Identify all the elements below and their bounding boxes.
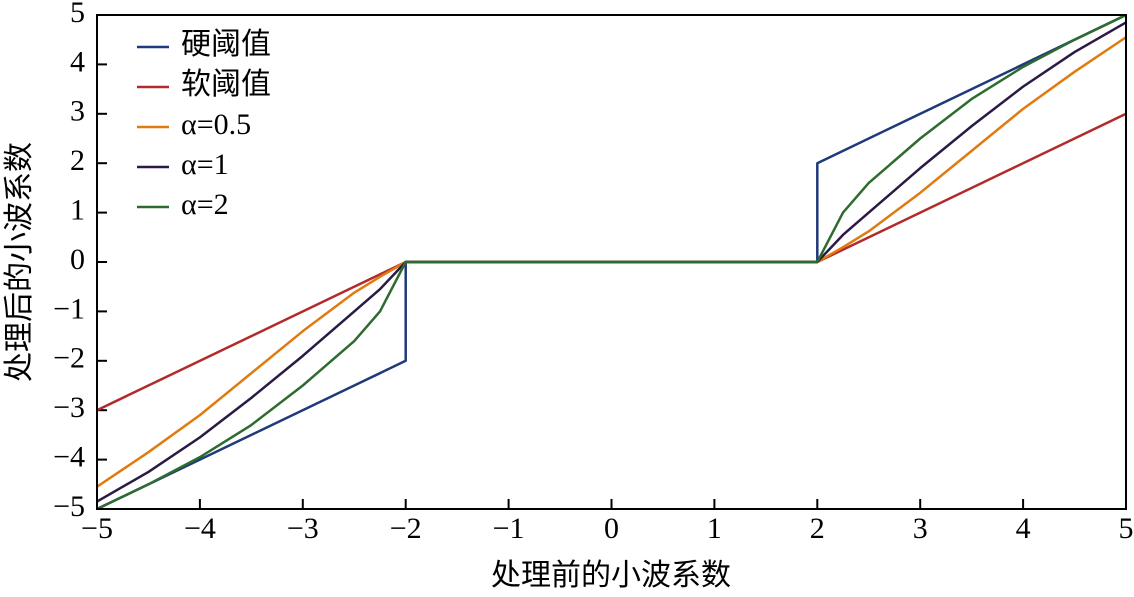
y-tick-label: 1 — [70, 193, 85, 226]
y-tick-label: 5 — [70, 0, 85, 29]
y-tick-label: −3 — [53, 391, 85, 424]
series-line — [96, 13, 1127, 511]
x-tick-label: 1 — [707, 512, 722, 545]
y-tick-label: 2 — [70, 144, 85, 177]
y-tick-label: −2 — [53, 342, 85, 375]
x-tick-label: −4 — [184, 512, 216, 545]
x-tick-label: −3 — [287, 512, 319, 545]
x-tick-label: 2 — [810, 512, 825, 545]
x-tick-label: −1 — [493, 512, 525, 545]
y-tick-label: 0 — [70, 243, 85, 276]
x-axis-label: 处理前的小波系数 — [491, 559, 731, 592]
legend-label: 硬阈值 — [181, 28, 271, 61]
x-tick-label: 4 — [1016, 512, 1031, 545]
y-tick-label: −5 — [53, 490, 85, 523]
x-tick-label: −2 — [390, 512, 422, 545]
plot-frame — [96, 14, 1127, 510]
x-tick-label: 0 — [604, 512, 619, 545]
y-tick-label: −4 — [53, 440, 85, 473]
x-tick-label: 3 — [913, 512, 928, 545]
y-tick-label: 4 — [70, 45, 85, 78]
y-tick-label: −1 — [53, 292, 85, 325]
y-axis-label: 处理后的小波系数 — [3, 142, 36, 382]
y-tick-label: 3 — [70, 95, 85, 128]
legend-label: α=1 — [181, 148, 229, 181]
legend-label: α=2 — [181, 188, 229, 221]
x-tick-label: −5 — [81, 512, 113, 545]
legend-label: α=0.5 — [181, 108, 251, 141]
legend-label: 软阈值 — [181, 68, 271, 101]
x-tick-label: 5 — [1119, 512, 1134, 545]
